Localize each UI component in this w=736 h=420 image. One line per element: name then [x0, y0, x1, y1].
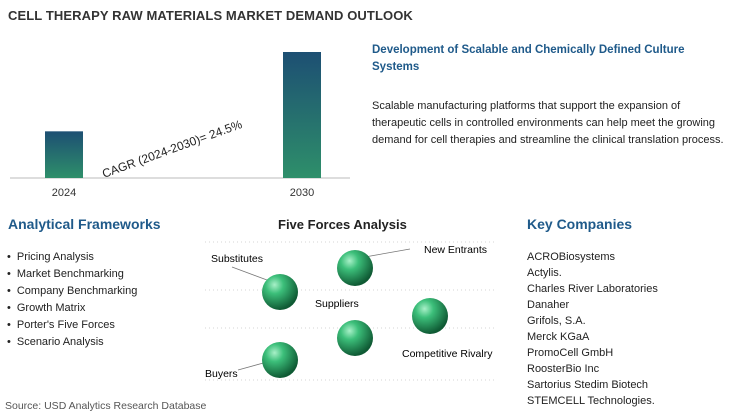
- list-item: Actylis.: [527, 267, 562, 279]
- key-companies-heading: Key Companies: [527, 216, 633, 232]
- development-heading: Development of Scalable and Chemically D…: [372, 44, 685, 73]
- list-item: Scenario Analysis: [4, 334, 137, 351]
- new-entrants-sphere: [337, 250, 373, 286]
- list-item: ACROBiosystems: [527, 251, 616, 263]
- key-companies-list: ACROBiosystems Actylis. Charles River La…: [527, 249, 658, 409]
- substitutes-label: Substitutes: [211, 253, 263, 265]
- five-forces-diagram: Substitutes New Entrants Suppliers Compe…: [205, 241, 495, 381]
- list-item: Market Benchmarking: [4, 266, 137, 283]
- development-body: Scalable manufacturing platforms that su…: [372, 100, 724, 146]
- list-item: RoosterBio Inc: [527, 363, 600, 375]
- list-item: Danaher: [527, 299, 570, 311]
- analytical-frameworks-heading: Analytical Frameworks: [8, 216, 161, 232]
- buyers-label: Buyers: [205, 368, 238, 380]
- source-note: Source: USD Analytics Research Database: [5, 400, 207, 412]
- list-item: PromoCell GmbH: [527, 347, 614, 359]
- list-item: Charles River Laboratories: [527, 283, 658, 295]
- substitutes-sphere: [262, 274, 298, 310]
- list-item: STEMCELL Technologies.: [527, 395, 655, 407]
- connector-line: [237, 361, 268, 371]
- connector-line: [364, 248, 411, 258]
- list-item: Pricing Analysis: [4, 249, 137, 266]
- list-item: Company Benchmarking: [4, 283, 137, 300]
- x-tick-label: 2030: [290, 187, 314, 199]
- suppliers-sphere: [337, 320, 373, 356]
- bar-2030: [283, 52, 321, 178]
- list-item: Sartorius Stedim Biotech: [527, 379, 649, 391]
- list-item: Grifols, S.A.: [527, 315, 586, 327]
- analytical-frameworks-list: Pricing Analysis Market Benchmarking Com…: [4, 249, 137, 351]
- suppliers-label: Suppliers: [315, 298, 359, 310]
- x-tick-label: 2024: [52, 187, 76, 199]
- list-item: Porter's Five Forces: [4, 317, 137, 334]
- five-forces-heading: Five Forces Analysis: [278, 217, 407, 232]
- bar-2024: [45, 131, 83, 178]
- competitive-rivalry-label: Competitive Rivalry: [402, 348, 493, 360]
- list-item: Merck KGaA: [527, 331, 590, 343]
- new-entrants-label: New Entrants: [424, 244, 487, 256]
- page-title: CELL THERAPY RAW MATERIALS MARKET DEMAND…: [8, 8, 413, 23]
- list-item: Growth Matrix: [4, 300, 137, 317]
- buyers-sphere: [262, 342, 298, 378]
- competitive-rivalry-sphere: [412, 298, 448, 334]
- cagr-annotation: CAGR (2024-2030)= 24.5%: [100, 117, 244, 181]
- bar-chart: CAGR (2024-2030)= 24.5% 2024 2030: [10, 52, 350, 199]
- connector-line: [231, 266, 268, 281]
